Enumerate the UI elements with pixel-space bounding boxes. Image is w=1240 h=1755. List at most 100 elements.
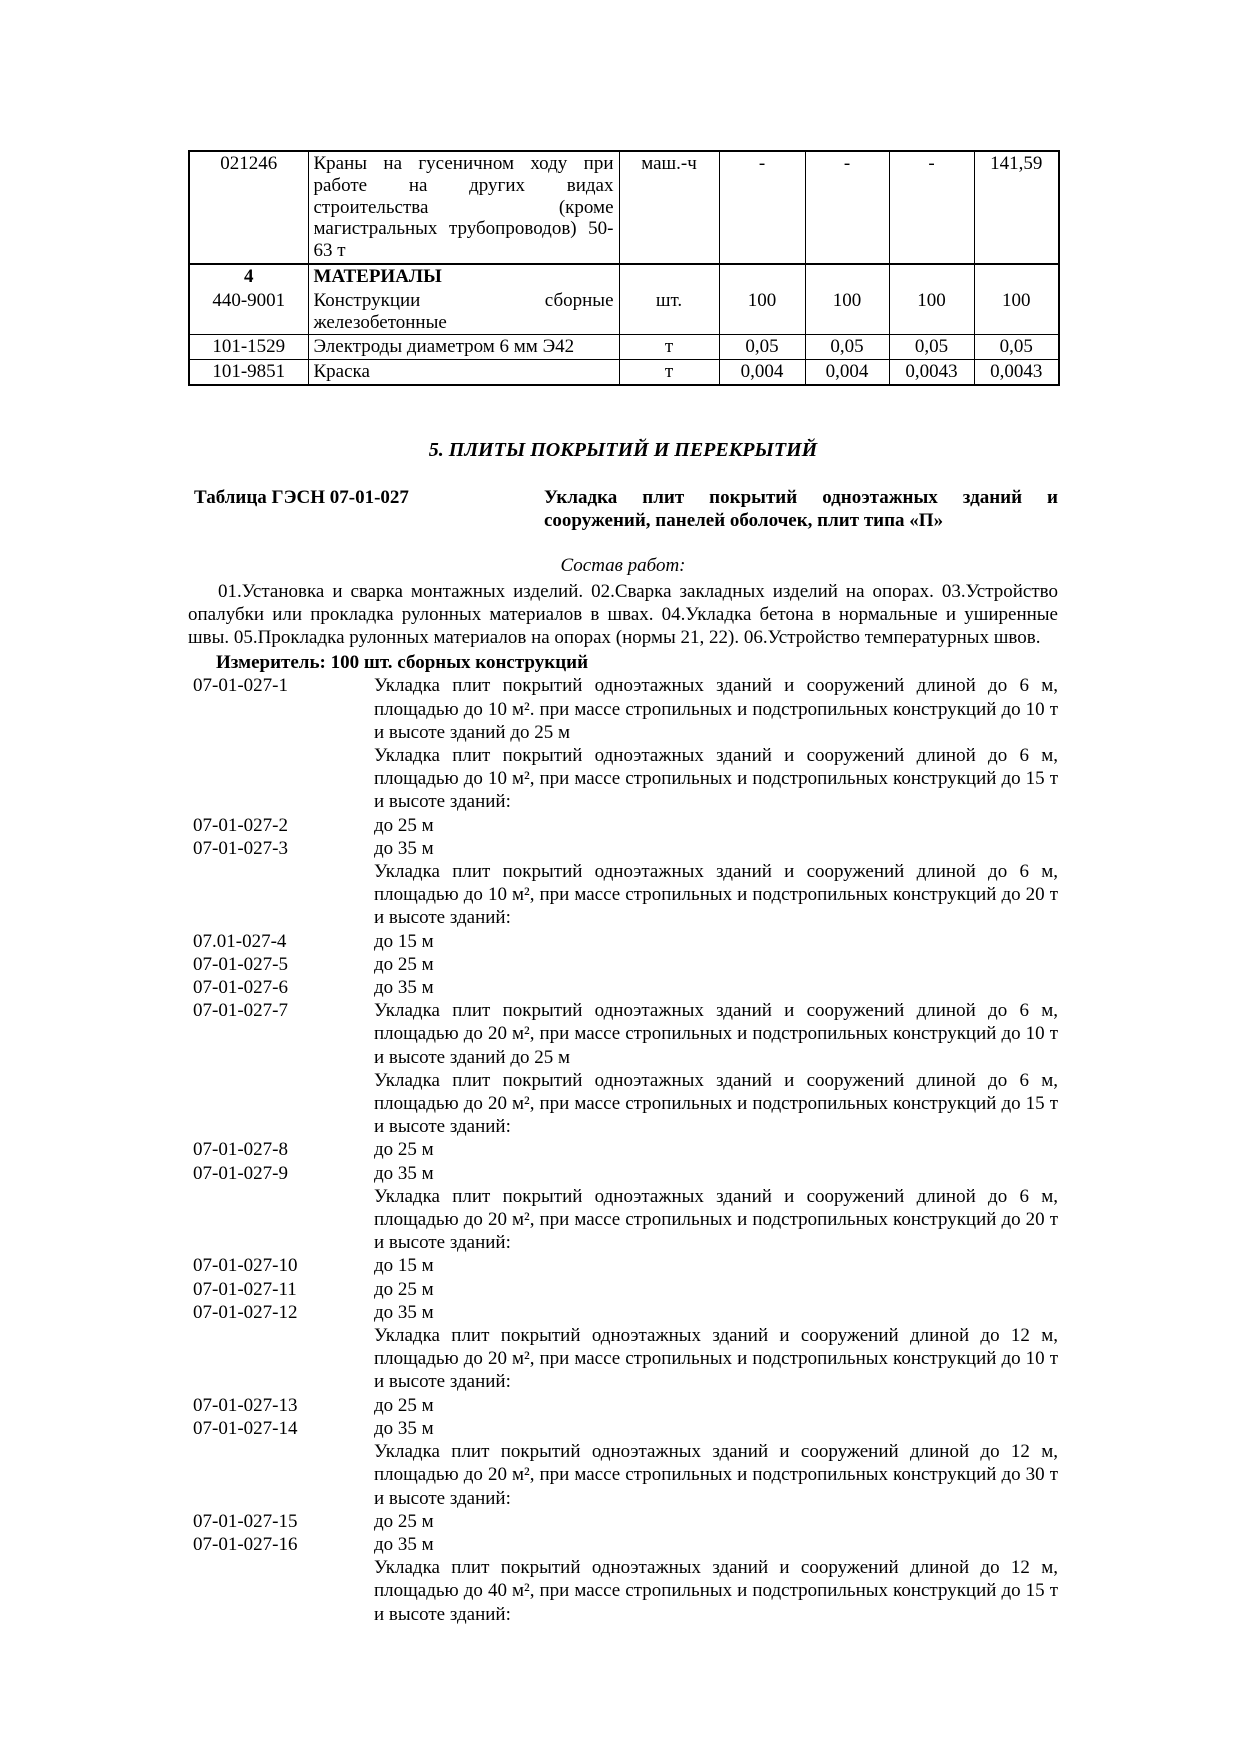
- item-description: до 25 м: [374, 953, 434, 975]
- table-row: 101-9851 Краска т 0,004 0,004 0,0043 0,0…: [188, 359, 1060, 386]
- item-code: [188, 744, 374, 814]
- resource-qty-cell-4: 0,0043: [973, 359, 1060, 386]
- item-description: Укладка плит покрытий одноэтажных зданий…: [374, 675, 1058, 743]
- item-code: [188, 1440, 374, 1510]
- item-row: 07-01-027-15 до 25 м: [188, 1510, 1058, 1533]
- item-row: 07-01-027-7 Укладка плит покрытий одноэт…: [188, 999, 1058, 1069]
- table-reference-label: Таблица ГЭСН 07-01-027: [194, 486, 409, 508]
- resource-code-cell: 440-9001: [188, 288, 309, 336]
- item-description: Укладка плит покрытий одноэтажных зданий…: [374, 1185, 1058, 1254]
- item-description: Укладка плит покрытий одноэтажных зданий…: [374, 1557, 1058, 1625]
- item-code: 07-01-027-11: [193, 1278, 297, 1300]
- item-code: [188, 1069, 374, 1139]
- item-description: Укладка плит покрытий одноэтажных зданий…: [374, 861, 1058, 929]
- item-row: Укладка плит покрытий одноэтажных зданий…: [188, 1185, 1058, 1255]
- resource-description-cell: Краны на гусеничном ходу при работе на д…: [307, 150, 620, 265]
- measurer-line: Измеритель: 100 шт. сборных конструкций: [216, 652, 589, 674]
- item-description: Укладка плит покрытий одноэтажных зданий…: [374, 1000, 1058, 1068]
- item-row: 07-01-027-10 до 15 м: [188, 1254, 1058, 1277]
- resource-qty-cell-2: 100: [804, 288, 890, 336]
- item-description: до 35 м: [374, 1533, 434, 1555]
- resources-table-body: 021246 Краны на гусеничном ходу при рабо…: [188, 150, 1060, 386]
- table-row: 101-1529 Электроды диаметром 6 мм Э42 т …: [188, 334, 1060, 361]
- item-row: 07-01-027-1 Укладка плит покрытий одноэт…: [188, 674, 1058, 744]
- item-description: Укладка плит покрытий одноэтажных зданий…: [374, 1441, 1058, 1509]
- resource-qty-cell-2: 0,004: [804, 359, 890, 386]
- resource-qty-cell-1: 0,004: [718, 359, 806, 386]
- item-code: 07-01-027-2: [193, 814, 288, 836]
- item-code: [188, 860, 374, 930]
- resource-unit-cell: т: [618, 359, 720, 386]
- item-code: 07-01-027-3: [193, 837, 288, 859]
- item-description: до 35 м: [374, 1417, 434, 1439]
- table-reference-title: Укладка плит покрытий одноэтажных зданий…: [544, 486, 1058, 532]
- item-row: 07-01-027-6 до 35 м: [188, 976, 1058, 999]
- table-row: 021246 Краны на гусеничном ходу при рабо…: [188, 150, 1060, 265]
- item-row: 07-01-027-9 до 35 м: [188, 1162, 1058, 1185]
- resource-qty-cell-3: 0,0043: [888, 359, 975, 386]
- item-code: 07.01-027-4: [193, 930, 287, 952]
- resources-table: 021246 Краны на гусеничном ходу при рабо…: [188, 150, 1060, 386]
- item-description: Укладка плит покрытий одноэтажных зданий…: [374, 745, 1058, 813]
- item-row: 07-01-027-12 до 35 м: [188, 1301, 1058, 1324]
- item-row: 07-01-027-8 до 25 м: [188, 1138, 1058, 1161]
- item-code: 07-01-027-16: [193, 1533, 298, 1555]
- item-description: до 25 м: [374, 814, 434, 836]
- item-description: до 35 м: [374, 837, 434, 859]
- item-row: 07-01-027-16 до 35 м: [188, 1533, 1058, 1556]
- item-code: [188, 1185, 374, 1255]
- table-reference: Таблица ГЭСН 07-01-027 Укладка плит покр…: [188, 486, 1058, 532]
- resource-qty-cell-1: 0,05: [718, 334, 806, 361]
- resource-qty-cell-2: -: [804, 150, 890, 265]
- item-row: Укладка плит покрытий одноэтажных зданий…: [188, 1440, 1058, 1510]
- item-description: до 15 м: [374, 930, 434, 952]
- section-heading: 5. ПЛИТЫ ПОКРЫТИЙ И ПЕРЕКРЫТИЙ: [428, 438, 818, 461]
- item-code: [188, 1324, 374, 1394]
- item-code: 07-01-027-7: [193, 1000, 288, 1022]
- items-list: 07-01-027-1 Укладка плит покрытий одноэт…: [188, 674, 1058, 1625]
- item-row: Укладка плит покрытий одноэтажных зданий…: [188, 1556, 1058, 1626]
- table-row: 440-9001 Конструкции сборные железобетон…: [188, 288, 1060, 336]
- resource-qty-cell-4: 141,59: [973, 150, 1060, 265]
- item-code: [188, 1556, 374, 1626]
- resource-qty-cell-1: [718, 263, 806, 289]
- item-code: 07-01-027-13: [193, 1394, 298, 1416]
- item-code: 07-01-027-10: [193, 1255, 298, 1277]
- resource-qty-cell-3: [888, 263, 975, 289]
- item-row: 07-01-027-2 до 25 м: [188, 814, 1058, 837]
- resource-description-cell: МАТЕРИАЛЫ: [307, 263, 620, 289]
- item-row: 07-01-027-3 до 35 м: [188, 837, 1058, 860]
- works-text: 01.Установка и сварка монтажных изделий.…: [188, 580, 1058, 648]
- resource-qty-cell-3: -: [888, 150, 975, 265]
- resource-qty-cell-1: -: [718, 150, 806, 265]
- resource-qty-cell-4: 100: [973, 288, 1060, 336]
- item-row: Укладка плит покрытий одноэтажных зданий…: [188, 744, 1058, 814]
- item-row: 07-01-027-5 до 25 м: [188, 953, 1058, 976]
- resource-code-cell: 101-1529: [188, 334, 309, 361]
- item-code: 07-01-027-8: [193, 1139, 288, 1161]
- resource-qty-cell-4: 0,05: [973, 334, 1060, 361]
- resource-unit-cell: маш.-ч: [618, 150, 720, 265]
- item-description: до 25 м: [374, 1394, 434, 1416]
- resource-qty-cell-2: 0,05: [804, 334, 890, 361]
- item-description: до 25 м: [374, 1278, 434, 1300]
- item-code: 07-01-027-15: [193, 1510, 298, 1532]
- item-code: 07-01-027-5: [193, 953, 288, 975]
- item-description: до 35 м: [374, 1162, 434, 1184]
- resource-code-cell: 101-9851: [188, 359, 309, 386]
- resource-description-cell: Электроды диаметром 6 мм Э42: [307, 334, 620, 361]
- resource-qty-cell-3: 100: [888, 288, 975, 336]
- resource-description-cell: Конструкции сборные железобетонные: [307, 288, 620, 336]
- item-description: Укладка плит покрытий одноэтажных зданий…: [374, 1325, 1058, 1393]
- resource-qty-cell-3: 0,05: [888, 334, 975, 361]
- item-code: 07-01-027-9: [193, 1162, 288, 1184]
- item-row: 07-01-027-13 до 25 м: [188, 1394, 1058, 1417]
- resource-description-cell: Краска: [307, 359, 620, 386]
- item-description: до 25 м: [374, 1510, 434, 1532]
- resource-unit-cell: т: [618, 334, 720, 361]
- resource-qty-cell-1: 100: [718, 288, 806, 336]
- item-row: Укладка плит покрытий одноэтажных зданий…: [188, 1069, 1058, 1139]
- item-row: 07-01-027-14 до 35 м: [188, 1417, 1058, 1440]
- item-description: до 25 м: [374, 1139, 434, 1161]
